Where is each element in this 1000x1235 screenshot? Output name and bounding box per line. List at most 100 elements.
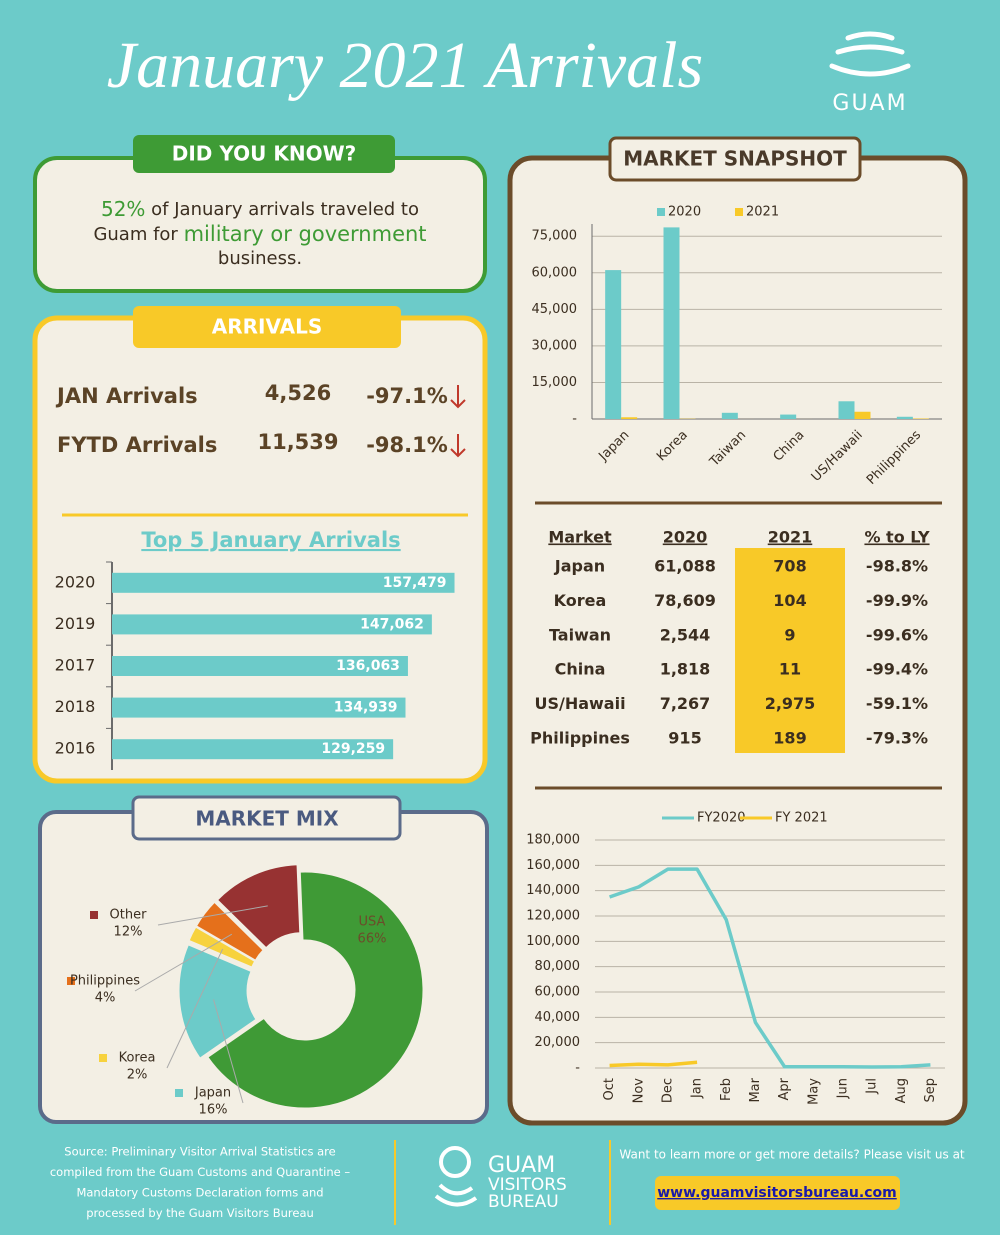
bar: [621, 417, 638, 419]
bar: [112, 739, 394, 760]
badge: [131, 795, 402, 841]
table-cell: Taiwan: [549, 625, 611, 644]
category-label: 2019: [55, 614, 96, 633]
section-heading: MARKET MIX: [195, 807, 339, 831]
table-cell: Korea: [554, 591, 607, 610]
y-tick-label: -: [575, 1061, 580, 1076]
y-tick-label: 160,000: [526, 858, 580, 873]
category-label: 2016: [55, 739, 96, 758]
table-cell: Japan: [554, 557, 605, 576]
x-tick-label: Jan: [690, 1078, 705, 1099]
y-tick-label: 60,000: [535, 985, 581, 1000]
category-label: 2018: [55, 697, 96, 716]
table-cell: China: [555, 660, 606, 679]
source-text: processed by the Guam Visitors Bureau: [86, 1206, 314, 1220]
pie-slice: [216, 864, 301, 949]
slice-label: USA: [359, 915, 386, 930]
y-tick-label: 75,000: [532, 229, 578, 244]
row-label: JAN Arrivals: [55, 384, 198, 408]
x-tick-label: Feb: [719, 1078, 734, 1101]
table-cell: 7,267: [660, 694, 711, 713]
bar: [112, 572, 455, 593]
table-cell: 1,818: [660, 660, 711, 679]
x-tick-label: May: [806, 1078, 821, 1105]
value-label: 136,063: [336, 658, 400, 674]
bar: [838, 401, 855, 419]
slice-value: 2%: [127, 1068, 148, 1083]
slice-value: 4%: [95, 991, 116, 1006]
page-title: January 2021 Arrivals: [107, 29, 703, 102]
url-link[interactable]: www.guamvisitorsbureau.com: [657, 1185, 896, 1201]
table-header: 2021: [768, 528, 813, 547]
source-text: Mandatory Customs Declaration forms and: [76, 1186, 323, 1200]
table-cell: 2,975: [765, 694, 816, 713]
row-label: FYTD Arrivals: [57, 433, 217, 457]
y-tick-label: 20,000: [535, 1035, 581, 1050]
bar: [721, 412, 738, 419]
table-cell: US/Hawaii: [534, 694, 625, 713]
bar: [896, 416, 913, 419]
legend-label: 2020: [668, 205, 701, 220]
slice-label: Korea: [119, 1051, 156, 1066]
table-cell: -99.6%: [866, 625, 928, 644]
table-header: % to LY: [864, 528, 930, 547]
slice-label: Japan: [194, 1086, 231, 1101]
leader-line: [134, 933, 233, 992]
bar: [112, 697, 406, 718]
x-tick-label: Dec: [660, 1078, 675, 1103]
x-tick-label: Oct: [602, 1078, 617, 1100]
y-tick-label: 40,000: [535, 1010, 581, 1025]
y-tick-label: 120,000: [526, 909, 580, 924]
fact-text: 52% of January arrivals traveled to: [101, 197, 419, 221]
highlight: 52%: [101, 197, 145, 221]
table-cell: Philippines: [530, 729, 630, 748]
label-marker: [67, 977, 75, 985]
section-heading: MARKET SNAPSHOT: [623, 147, 847, 171]
y-tick-label: 30,000: [532, 338, 578, 353]
leader-line: [166, 948, 224, 1069]
badge: [133, 306, 401, 348]
table-cell: 78,609: [654, 591, 716, 610]
x-tick-label: Jun: [835, 1078, 850, 1099]
table-cell: 2,544: [660, 625, 711, 644]
y-tick-label: -: [572, 412, 577, 427]
source-text: compiled from the Guam Customs and Quara…: [50, 1165, 351, 1179]
pie-slice: [188, 926, 256, 968]
pie-slice: [207, 871, 424, 1109]
badge: [133, 135, 395, 173]
gvb-logo-mark: [434, 1146, 478, 1207]
logo-text: VISITORS: [488, 1175, 567, 1195]
leader-line: [157, 905, 268, 926]
legend-label: FY 2021: [775, 811, 828, 826]
chart-title: Top 5 January Arrivals: [141, 528, 400, 552]
guam-logo: [829, 31, 911, 77]
table-cell: 61,088: [654, 557, 716, 576]
source-text: Source: Preliminary Visitor Arrival Stat…: [64, 1145, 335, 1159]
table-cell: 189: [773, 729, 806, 748]
text: Guam for: [93, 224, 183, 245]
table-cell: 915: [668, 729, 701, 748]
x-tick-label: Mar: [748, 1077, 763, 1102]
label-marker: [175, 1089, 183, 1097]
value-label: 157,479: [383, 575, 447, 591]
y-tick-label: 45,000: [532, 302, 578, 317]
label-marker: [99, 1054, 107, 1062]
table-cell: -59.1%: [866, 694, 928, 713]
legend-swatch: [735, 208, 743, 216]
slice-value: 66%: [358, 932, 387, 947]
slice-value: 16%: [199, 1103, 228, 1118]
value-label: 134,939: [334, 700, 398, 716]
down-arrow: [450, 434, 466, 458]
category-label: 2020: [55, 572, 96, 591]
row-value: 4,526: [265, 381, 331, 405]
section-heading: ARRIVALS: [212, 315, 322, 339]
slice-label: Other: [110, 908, 148, 923]
table-header: 2020: [663, 528, 708, 547]
url-box[interactable]: [655, 1176, 900, 1210]
slice-value: 12%: [114, 925, 143, 940]
value-label: 147,062: [360, 616, 424, 632]
leader-line: [213, 999, 244, 1104]
bar: [663, 227, 680, 419]
y-tick-label: 180,000: [526, 833, 580, 848]
